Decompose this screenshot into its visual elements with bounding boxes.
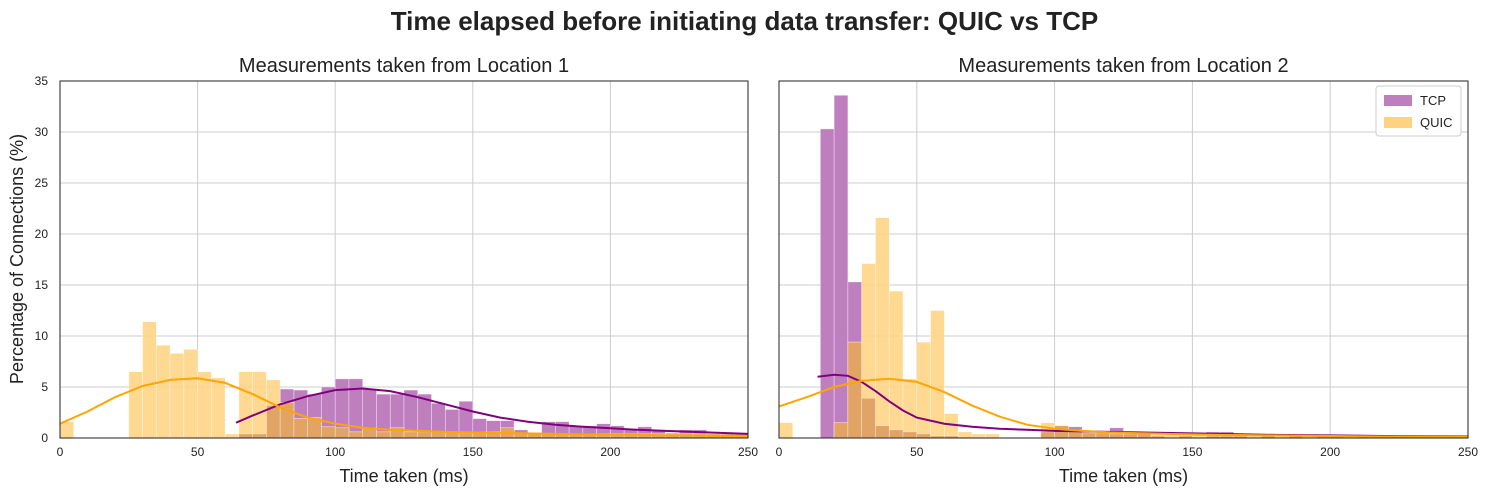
quic-bar <box>211 377 226 439</box>
y-tick-label: 10 <box>35 329 49 343</box>
quic-bar <box>238 371 253 439</box>
overlap-bar <box>376 431 391 439</box>
overlap-bar <box>348 431 364 439</box>
quic-bar <box>930 310 945 439</box>
quic-bar <box>778 422 794 439</box>
plot-frame <box>778 80 1469 439</box>
overlap-bar <box>833 422 849 439</box>
legend-swatch-quic <box>1384 117 1412 128</box>
panel-title: Measurements taken from Location 1 <box>239 55 569 77</box>
y-tick-label: 15 <box>35 278 49 292</box>
legend-swatch-tcp <box>1384 95 1412 106</box>
quic-bar <box>224 433 240 439</box>
overlap-bar <box>417 431 432 439</box>
overlap-bar <box>861 397 876 439</box>
y-tick-label: 20 <box>35 227 49 241</box>
x-tick-label: 0 <box>776 445 783 459</box>
overlap-bar <box>293 418 308 439</box>
quic-bar <box>875 217 890 439</box>
x-tick-label: 250 <box>1458 445 1478 459</box>
y-tick-label: 30 <box>35 125 49 139</box>
y-tick-label: 0 <box>41 431 48 445</box>
y-tick-label: 35 <box>35 74 49 88</box>
quic-bar <box>971 433 986 439</box>
overlap-bar <box>875 425 890 439</box>
overlap-bar <box>334 427 350 439</box>
panel-location-1: 0 50 100 150 200 250 0 5 10 15 20 25 30 35 Measurement… <box>35 55 759 486</box>
x-tick-label: 0 <box>57 445 64 459</box>
overlap-bar <box>1081 432 1097 439</box>
quic-bar <box>902 378 918 439</box>
quic-bar <box>183 348 198 439</box>
tcp-bar <box>376 393 391 439</box>
quic-bar <box>197 371 212 439</box>
quic-bar <box>957 431 973 439</box>
legend-label-tcp: TCP <box>1420 93 1446 108</box>
overlap-bar <box>1123 433 1138 439</box>
overlap-bar <box>266 405 281 439</box>
panel-title: Measurements taken from Location 2 <box>958 55 1288 77</box>
overlap-bar <box>902 431 918 439</box>
quic-bar <box>156 344 171 439</box>
legend: TCP QUIC <box>1375 85 1462 137</box>
tcp-kde-line <box>235 387 749 435</box>
quic-bar <box>59 421 75 439</box>
x-tick-label: 150 <box>463 445 483 459</box>
plot-frame <box>59 80 749 439</box>
panel-location-2: 0 50 100 150 200 250 Measurements taken from L… <box>776 55 1479 486</box>
series-quic-bars <box>778 217 1469 439</box>
quic-bar <box>169 353 185 439</box>
y-axis-label: Percentage of Connections (%) <box>7 134 27 384</box>
y-tick-label: 25 <box>35 176 49 190</box>
x-tick-label: 100 <box>325 445 345 459</box>
overlap-bar <box>1095 432 1111 439</box>
x-tick-label: 50 <box>910 445 924 459</box>
overlap-bar <box>321 426 336 439</box>
quic-bar <box>142 321 157 439</box>
quic-bar <box>916 341 931 439</box>
legend-label-quic: QUIC <box>1420 115 1453 130</box>
quic-bar <box>252 371 267 439</box>
quic-bar <box>128 371 143 439</box>
overlap-bar <box>916 433 931 439</box>
overlap-bar <box>403 431 419 439</box>
x-axis-label: Time taken (ms) <box>339 466 468 486</box>
x-tick-label: 200 <box>1320 445 1340 459</box>
x-tick-label: 250 <box>738 445 758 459</box>
x-tick-label: 50 <box>191 445 205 459</box>
overlap-bar <box>1040 431 1055 439</box>
y-tick-label: 5 <box>41 380 48 394</box>
overlap-bar <box>238 433 253 439</box>
overlap-bar <box>1109 433 1124 439</box>
overlap-bar <box>847 341 862 439</box>
x-axis-label: Time taken (ms) <box>1059 466 1188 486</box>
quic-kde-line <box>778 377 1469 438</box>
quic-bar <box>888 290 904 439</box>
x-tick-label: 150 <box>1182 445 1202 459</box>
quic-bar <box>985 433 1000 439</box>
overlap-bar <box>252 433 267 439</box>
overlap-bar <box>888 429 904 439</box>
x-tick-label: 100 <box>1045 445 1065 459</box>
quic-kde-line <box>59 377 748 437</box>
overlap-bar <box>458 432 474 439</box>
overlap-bar <box>1136 433 1152 439</box>
x-tick-label: 200 <box>600 445 620 459</box>
figure-title: Time elapsed before initiating data tran… <box>391 6 1098 36</box>
